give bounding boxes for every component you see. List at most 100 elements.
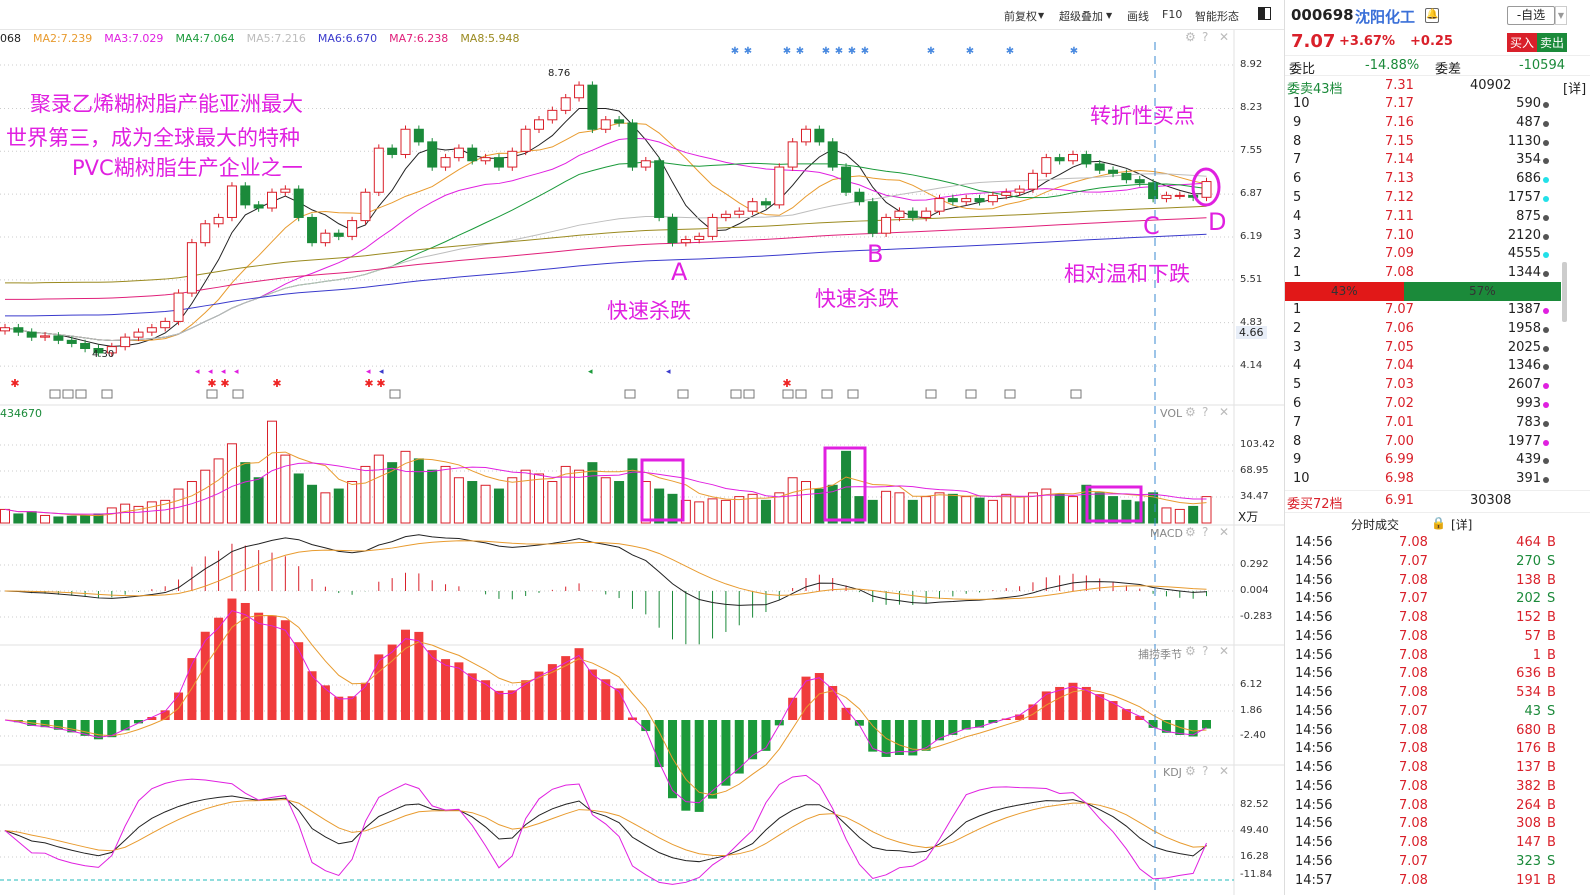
volume-bar	[1188, 505, 1199, 524]
macd-gear-icon[interactable]: ⚙	[1185, 525, 1196, 539]
volume-bar	[614, 481, 625, 524]
chevron-down-icon[interactable]: ▼	[1555, 6, 1567, 25]
bell-icon[interactable]: 🔔	[1425, 8, 1439, 23]
volume-bar	[347, 481, 358, 524]
candle-down	[387, 147, 398, 155]
kdj-help-icon[interactable]: ?	[1202, 764, 1209, 778]
season-close-icon[interactable]: ✕	[1219, 644, 1230, 658]
candle-down	[53, 335, 64, 341]
kdj-close-icon[interactable]: ✕	[1219, 764, 1230, 778]
overlay-menu[interactable]: 超级叠加	[1059, 10, 1103, 23]
volume-bar	[1161, 507, 1172, 524]
sell-button[interactable]: 卖出	[1537, 33, 1568, 52]
event-marker-icon	[677, 389, 689, 399]
season-help-icon[interactable]: ?	[1202, 644, 1209, 658]
ask-row: 10 7.17 590	[1285, 96, 1590, 115]
trade-volume: 137	[1516, 760, 1541, 775]
trade-price: 7.08	[1399, 572, 1428, 588]
macd-close-icon[interactable]: ✕	[1219, 525, 1230, 539]
macd-help-icon[interactable]: ?	[1202, 525, 1209, 539]
ma-line-6	[4, 233, 1207, 317]
season-bar	[414, 631, 424, 720]
volume-bar	[40, 514, 51, 524]
volume-bar	[440, 465, 451, 524]
trade-price: 7.08	[1399, 835, 1428, 850]
detail-link[interactable]: [详]	[1563, 82, 1587, 97]
volume: 875	[1516, 208, 1541, 224]
macd-dif-line	[4, 534, 1207, 606]
panel-toggle-icon[interactable]	[1258, 7, 1271, 20]
volume-bar	[106, 507, 117, 524]
bid-row: 7 7.01 783	[1285, 415, 1590, 434]
volume-bar	[720, 499, 731, 524]
vol-value: 434670	[0, 407, 42, 420]
cursor-price: 4.66	[1236, 326, 1267, 339]
watchlist-button[interactable]: -自选	[1507, 6, 1555, 25]
trade-side: B	[1547, 610, 1556, 625]
event-marker-icon	[1004, 389, 1016, 399]
candle-up	[881, 216, 892, 234]
scrollbar[interactable]	[1562, 262, 1567, 322]
price-gear-icon[interactable]: ⚙	[1185, 30, 1196, 44]
pattern-button[interactable]: 智能形态	[1195, 10, 1239, 23]
candle-down	[827, 141, 838, 168]
volume: 2025	[1507, 339, 1541, 355]
candle-up	[347, 220, 358, 237]
season-bar	[1028, 704, 1038, 720]
vol-close-icon[interactable]: ✕	[1219, 405, 1230, 419]
season-bar	[1001, 718, 1011, 720]
ma-legend-item: MA7:6.238	[389, 32, 449, 45]
season-bar	[454, 662, 464, 720]
trades-detail-link[interactable]: [详]	[1451, 518, 1473, 532]
volume-bar	[1054, 493, 1065, 524]
price-help-icon[interactable]: ?	[1202, 30, 1209, 44]
ma-line-4	[4, 161, 1207, 342]
ma-legend-item: MA2:7.239	[33, 32, 93, 45]
volume-bar	[493, 488, 504, 524]
kdj-gear-icon[interactable]: ⚙	[1185, 764, 1196, 778]
candle-up	[480, 157, 491, 162]
candle-down	[240, 185, 251, 206]
event-marker-icon	[847, 389, 859, 399]
chevron-down-icon[interactable]: ▼	[1038, 11, 1045, 20]
candle-up	[734, 210, 745, 215]
last-price: 7.07	[1291, 31, 1336, 52]
chevron-down-icon[interactable]: ▼	[1106, 11, 1113, 20]
vol-unit: X万	[1238, 510, 1259, 524]
price: 6.99	[1385, 452, 1414, 468]
order-dot-icon	[1543, 477, 1549, 484]
season-bar	[1148, 720, 1158, 728]
signal-star-icon: ✱	[782, 377, 791, 390]
trade-time: 14:56	[1295, 778, 1333, 794]
volume-bar	[574, 469, 585, 524]
kline-area[interactable]: ✱ ✱ ✱ ✱ ✱ ✱ ✱ ✱ ✱ ✱ ✱ ✱ ✱ ✱ ✱ ✱ ✱ ✱ ✱ ◂ ◂ ◂ ◂ ◂ ◂ ◂ ◂ 前复权 ▼ 超级叠加 ▼ 画…	[0, 0, 1284, 895]
level: 2	[1293, 320, 1302, 336]
vol-gear-icon[interactable]: ⚙	[1185, 405, 1196, 419]
trade-row: 14:56 7.07 323 S	[1285, 854, 1590, 873]
candle-up	[1001, 191, 1012, 196]
lock-icon[interactable]: 🔒	[1431, 516, 1446, 530]
season-bar	[1202, 720, 1211, 729]
level: 4	[1293, 208, 1302, 224]
draw-line-button[interactable]: 画线	[1127, 10, 1149, 23]
vol-help-icon[interactable]: ?	[1202, 405, 1209, 419]
price-close-icon[interactable]: ✕	[1219, 30, 1230, 44]
volume-bar	[413, 458, 424, 524]
season-bar	[948, 720, 958, 735]
kline-chart[interactable]: ✱ ✱ ✱ ✱ ✱ ✱ ✱ ✱ ✱ ✱ ✱ ✱✱ ✱ ✱ ✱ ✱ ✱ ✱◂ ◂ ◂ ◂ ◂ ◂ ◂ ◂	[0, 0, 1284, 895]
f10-button[interactable]: F10	[1162, 8, 1183, 21]
change-percent: +3.67%	[1339, 34, 1395, 49]
buy-button[interactable]: 买入	[1507, 33, 1538, 52]
macd-title: MACD	[1150, 527, 1183, 540]
bid-row: 3 7.05 2025	[1285, 340, 1590, 359]
axis-label: 8.92	[1240, 59, 1263, 70]
season-bar	[254, 612, 264, 720]
candle-up	[547, 109, 558, 121]
season-bar	[854, 720, 864, 726]
season-gear-icon[interactable]: ⚙	[1185, 644, 1196, 658]
bid-row: 5 7.03 2607	[1285, 377, 1590, 396]
macd-dea-line	[4, 540, 1207, 600]
candle-down	[1054, 157, 1065, 162]
level: 7	[1293, 414, 1302, 430]
adjust-menu[interactable]: 前复权	[1004, 10, 1037, 23]
